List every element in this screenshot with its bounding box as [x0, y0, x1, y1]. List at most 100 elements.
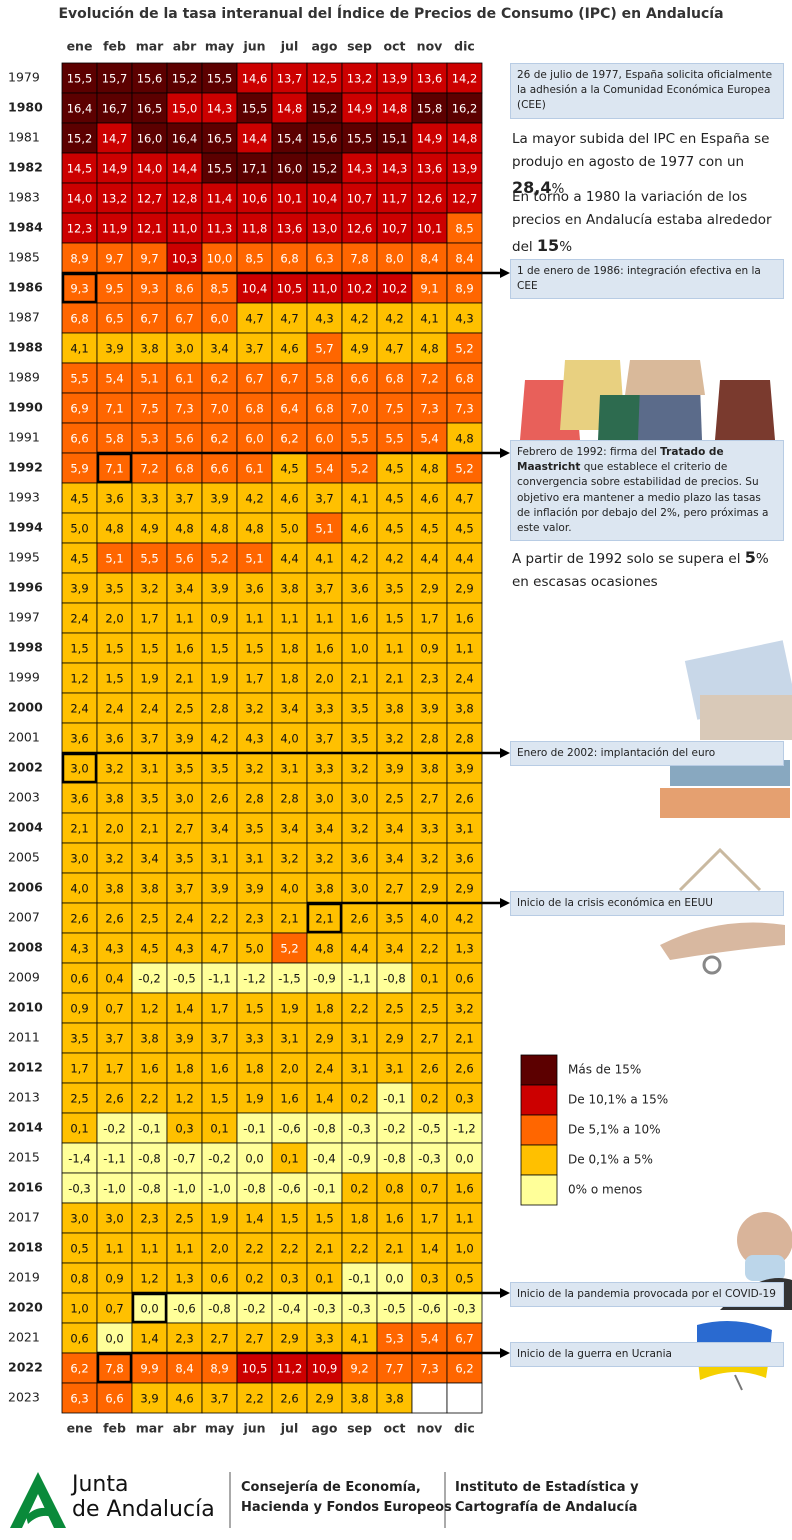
cell-label: 2,7	[420, 1032, 438, 1046]
cell	[376, 332, 413, 364]
cell-label: 7,5	[385, 402, 403, 416]
cell	[131, 1052, 168, 1084]
cell-label: 6,8	[385, 372, 403, 386]
cell	[376, 902, 413, 934]
cell	[341, 1322, 378, 1354]
cell	[446, 62, 483, 94]
cell-label: 3,2	[245, 762, 263, 776]
cell	[166, 782, 203, 814]
annotation: Inicio de la crisis económica en EEUU	[510, 891, 784, 917]
cell-label: 1,1	[245, 612, 263, 626]
cell-label: 0,4	[105, 972, 123, 986]
row-label: 2014	[8, 1120, 43, 1135]
row-label: 1987	[8, 310, 40, 325]
cell-label: 15,4	[277, 132, 303, 146]
cell	[376, 302, 413, 334]
cell-label: 3,1	[455, 822, 473, 836]
column-label: may	[205, 1421, 234, 1436]
cell-label: 4,3	[70, 942, 88, 956]
cell-label: -1,2	[453, 1122, 475, 1136]
cell-label: 5,5	[385, 432, 403, 446]
cell-label: 0,8	[385, 1182, 403, 1196]
cell-label: 4,0	[420, 912, 438, 926]
cell-label: 3,5	[210, 762, 228, 776]
cell	[61, 362, 98, 394]
text-segment: En torno a 1980 la variación de los prec…	[512, 189, 772, 255]
cell-label: 1,5	[245, 1002, 263, 1016]
cell	[306, 872, 343, 904]
cell	[446, 332, 483, 364]
cell	[306, 932, 343, 964]
row-label: 1984	[8, 220, 43, 235]
legend-swatch	[520, 1084, 558, 1116]
cell-label: 2,1	[350, 672, 368, 686]
cell-label: 6,7	[280, 372, 298, 386]
cell	[341, 1202, 378, 1234]
empty-cell	[446, 1382, 483, 1414]
cell-label: 2,4	[455, 672, 473, 686]
cell-label: 14,8	[382, 102, 408, 116]
cell	[201, 482, 238, 514]
cell-label: 0,6	[210, 1272, 228, 1286]
cell-label: 4,7	[210, 942, 228, 956]
cell-label: 3,8	[280, 582, 298, 596]
institute-line: Instituto de Estadística y	[455, 1480, 639, 1495]
cell-label: 3,8	[455, 702, 473, 716]
cell-label: 0,9	[420, 642, 438, 656]
cell-label: 7,2	[140, 462, 158, 476]
cell	[271, 542, 308, 574]
cell-label: 3,9	[105, 342, 123, 356]
cell-label: 6,5	[105, 312, 123, 326]
cell-label: 4,1	[350, 1332, 368, 1346]
cell-label: 4,6	[420, 492, 438, 506]
text-segment: que establece el criterio de convergenci…	[517, 461, 769, 535]
cell-label: 3,6	[70, 792, 88, 806]
cell-label: -1,4	[68, 1152, 90, 1166]
cell-label: 15,2	[172, 72, 198, 86]
cell	[96, 182, 133, 214]
cell	[96, 212, 133, 244]
cell-label: -0,1	[243, 1122, 265, 1136]
cell	[271, 422, 308, 454]
cell-label: 3,5	[245, 822, 263, 836]
cell	[166, 962, 203, 994]
cell	[271, 1382, 308, 1414]
cell-label: 4,2	[455, 912, 473, 926]
cell-label: 3,1	[245, 852, 263, 866]
cell-label: 4,2	[210, 732, 228, 746]
cell	[61, 92, 98, 124]
cell	[376, 602, 413, 634]
cell	[411, 242, 448, 274]
cell-label: 14,3	[207, 102, 233, 116]
cell-label: 1,1	[280, 612, 298, 626]
cell	[131, 602, 168, 634]
cell	[341, 782, 378, 814]
cell	[61, 1142, 98, 1174]
cell-label: 2,1	[385, 1242, 403, 1256]
cell-label: 2,6	[70, 912, 88, 926]
cell-label: 11,9	[102, 222, 128, 236]
cell-label: 7,2	[420, 372, 438, 386]
footer-department: Consejería de Economía, Hacienda y Fondo…	[241, 1478, 452, 1517]
empty-cell	[411, 1382, 448, 1414]
cell	[201, 1202, 238, 1234]
cell	[61, 1202, 98, 1234]
cell-label: -0,2	[138, 972, 160, 986]
cell-label: -0,9	[313, 972, 335, 986]
cell-label: 3,0	[70, 1212, 88, 1226]
row-label: 1989	[8, 370, 40, 385]
cell	[306, 212, 343, 244]
cell-label: 3,1	[210, 852, 228, 866]
cell-label: 3,3	[315, 702, 333, 716]
cell	[166, 932, 203, 964]
cell	[236, 272, 273, 304]
cell-label: 6,4	[280, 402, 298, 416]
cell	[96, 872, 133, 904]
cell-label: 1,3	[455, 942, 473, 956]
cell-label: 15,7	[102, 72, 128, 86]
cell	[166, 1052, 203, 1084]
cell-label: -0,8	[243, 1182, 265, 1196]
cell-label: 2,1	[70, 822, 88, 836]
logo-mark	[10, 1472, 66, 1528]
cell	[166, 452, 203, 484]
